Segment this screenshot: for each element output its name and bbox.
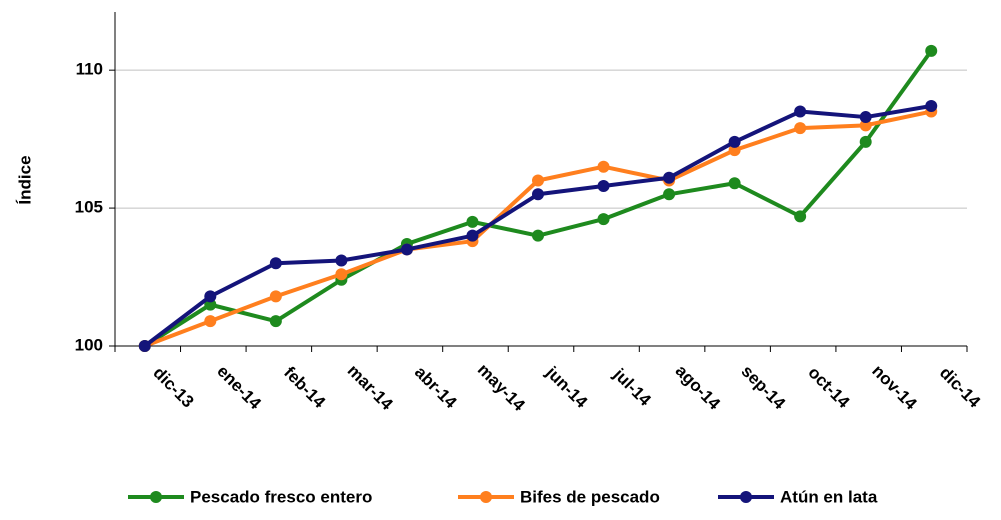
point <box>728 144 741 157</box>
point <box>728 177 741 190</box>
point <box>466 229 479 242</box>
point <box>138 340 151 352</box>
y-axis-label: Índice <box>15 155 34 204</box>
x-tick-label: abr-14 <box>411 363 461 413</box>
point <box>269 257 282 270</box>
x-tick-label: dic-14 <box>936 363 985 412</box>
legend-label: Bifes de pescado <box>520 487 660 506</box>
point <box>204 290 217 303</box>
y-tick-label: 105 <box>75 198 103 217</box>
point <box>335 268 348 281</box>
point <box>663 188 676 201</box>
y-tick-label: 110 <box>76 60 103 79</box>
legend-marker <box>740 491 752 503</box>
x-tick-label: oct-14 <box>804 363 853 412</box>
point <box>269 290 282 303</box>
point <box>925 100 938 113</box>
point <box>335 254 348 267</box>
point <box>532 174 544 187</box>
point <box>859 119 872 132</box>
point <box>859 135 872 148</box>
point <box>794 210 807 223</box>
point <box>794 122 807 135</box>
x-tick-label: jul-14 <box>609 364 655 410</box>
point <box>532 188 544 201</box>
legend-marker <box>150 491 162 503</box>
x-tick-label: sep-14 <box>738 362 790 414</box>
point <box>204 315 217 328</box>
point <box>466 215 479 228</box>
point <box>597 180 610 193</box>
series-line <box>144 109 932 348</box>
x-tick-label: ago-14 <box>672 361 725 414</box>
series-line <box>143 104 932 348</box>
point <box>597 213 610 226</box>
x-tick-label: feb-14 <box>280 363 329 412</box>
y-tick-label: 100 <box>75 335 103 354</box>
point <box>597 160 610 173</box>
legend-label: Pescado fresco entero <box>190 487 372 506</box>
legend-label: Atún en lata <box>780 487 878 506</box>
x-tick-label: dic-13 <box>149 363 197 411</box>
x-tick-label: may-14 <box>474 360 529 415</box>
point <box>925 44 938 57</box>
point <box>204 298 217 311</box>
x-tick-label: mar-14 <box>344 361 397 414</box>
point <box>532 229 544 242</box>
x-tick-label: nov-14 <box>868 361 921 414</box>
point <box>269 315 282 328</box>
point <box>663 171 676 184</box>
x-tick-label: jun-14 <box>542 362 592 412</box>
point <box>859 111 872 124</box>
x-tick-label: ene-14 <box>213 362 265 414</box>
point <box>728 135 741 148</box>
point <box>794 105 807 118</box>
point <box>400 243 413 256</box>
legend-marker <box>480 491 492 503</box>
